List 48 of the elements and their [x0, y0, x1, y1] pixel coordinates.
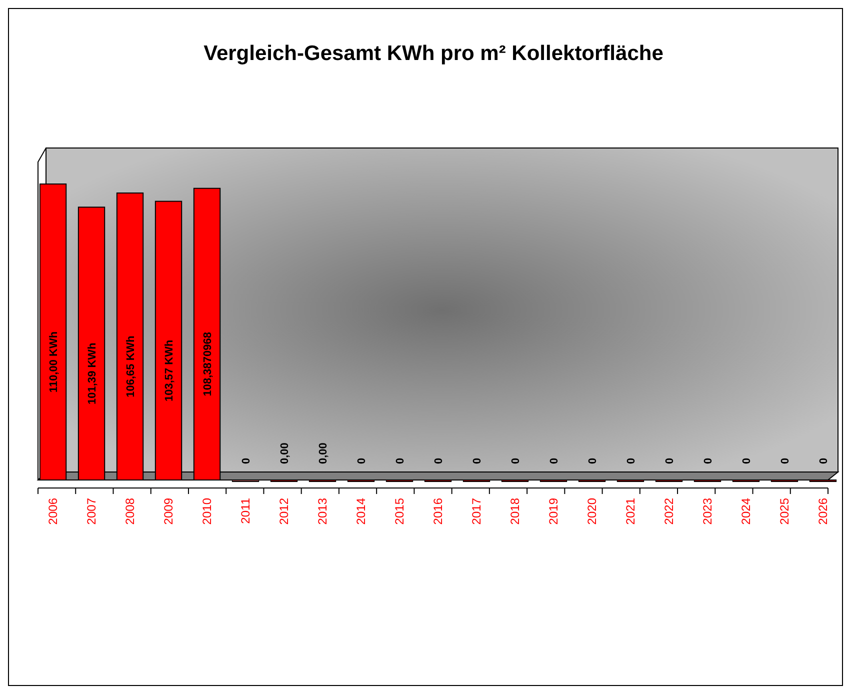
x-tick-label: 2011: [238, 498, 253, 524]
data-label: 0: [510, 458, 522, 464]
data-label: 0: [433, 458, 445, 464]
x-tick-label: 2024: [738, 498, 753, 525]
bar: [116, 192, 144, 480]
data-label: 0: [625, 458, 638, 464]
data-label: 108,3870968: [202, 332, 214, 396]
data-label: 0: [472, 458, 484, 464]
x-tick-label: 2025: [777, 498, 792, 525]
data-label: 103,57 KWh: [164, 340, 176, 402]
bar: [154, 200, 182, 480]
bar: [78, 206, 106, 480]
data-label: 0: [356, 458, 368, 464]
x-tick-label: 2016: [431, 498, 445, 525]
x-tick-label: 2020: [584, 498, 599, 525]
data-label: 0: [779, 458, 792, 464]
bar: [39, 184, 67, 480]
x-tick-label: 2017: [470, 498, 484, 525]
data-label: 0: [586, 458, 599, 464]
data-label: 0: [664, 458, 676, 464]
x-tick-label: 2014: [354, 498, 368, 525]
x-tick-label: 2015: [392, 498, 406, 525]
x-tick-label: 2007: [84, 498, 99, 525]
x-tick-label: 2021: [623, 498, 638, 525]
x-tick-label: 2022: [662, 498, 676, 525]
x-tick-label: 2012: [277, 498, 292, 525]
data-label: 106,65 KWh: [125, 335, 138, 398]
x-tick-label: 2008: [123, 498, 138, 525]
x-tick-label: 2018: [508, 498, 522, 525]
data-label: 0,00: [279, 442, 292, 464]
data-label: 0: [818, 458, 830, 464]
data-label: 101,39 KWh: [86, 342, 99, 404]
x-tick-label: 2019: [546, 498, 560, 525]
x-tick-label: 2026: [816, 498, 830, 525]
data-label: 0: [548, 458, 560, 464]
data-label: 0: [240, 458, 253, 464]
x-tick-label: 2009: [162, 498, 176, 525]
data-label: 0,00: [318, 442, 330, 464]
data-label: 0: [740, 458, 753, 464]
x-tick-label: 2010: [200, 498, 214, 525]
data-label: 0: [394, 458, 406, 464]
data-label: 0: [702, 458, 714, 464]
x-tick-label: 2013: [316, 498, 330, 525]
chart-title: Vergleich-Gesamt KWh pro m² Kollektorfläche: [204, 42, 664, 65]
data-label: 110,00 KWh: [48, 331, 60, 393]
x-tick-label: 2006: [46, 498, 60, 525]
bar: [193, 188, 221, 480]
x-tick-label: 2023: [700, 498, 714, 525]
